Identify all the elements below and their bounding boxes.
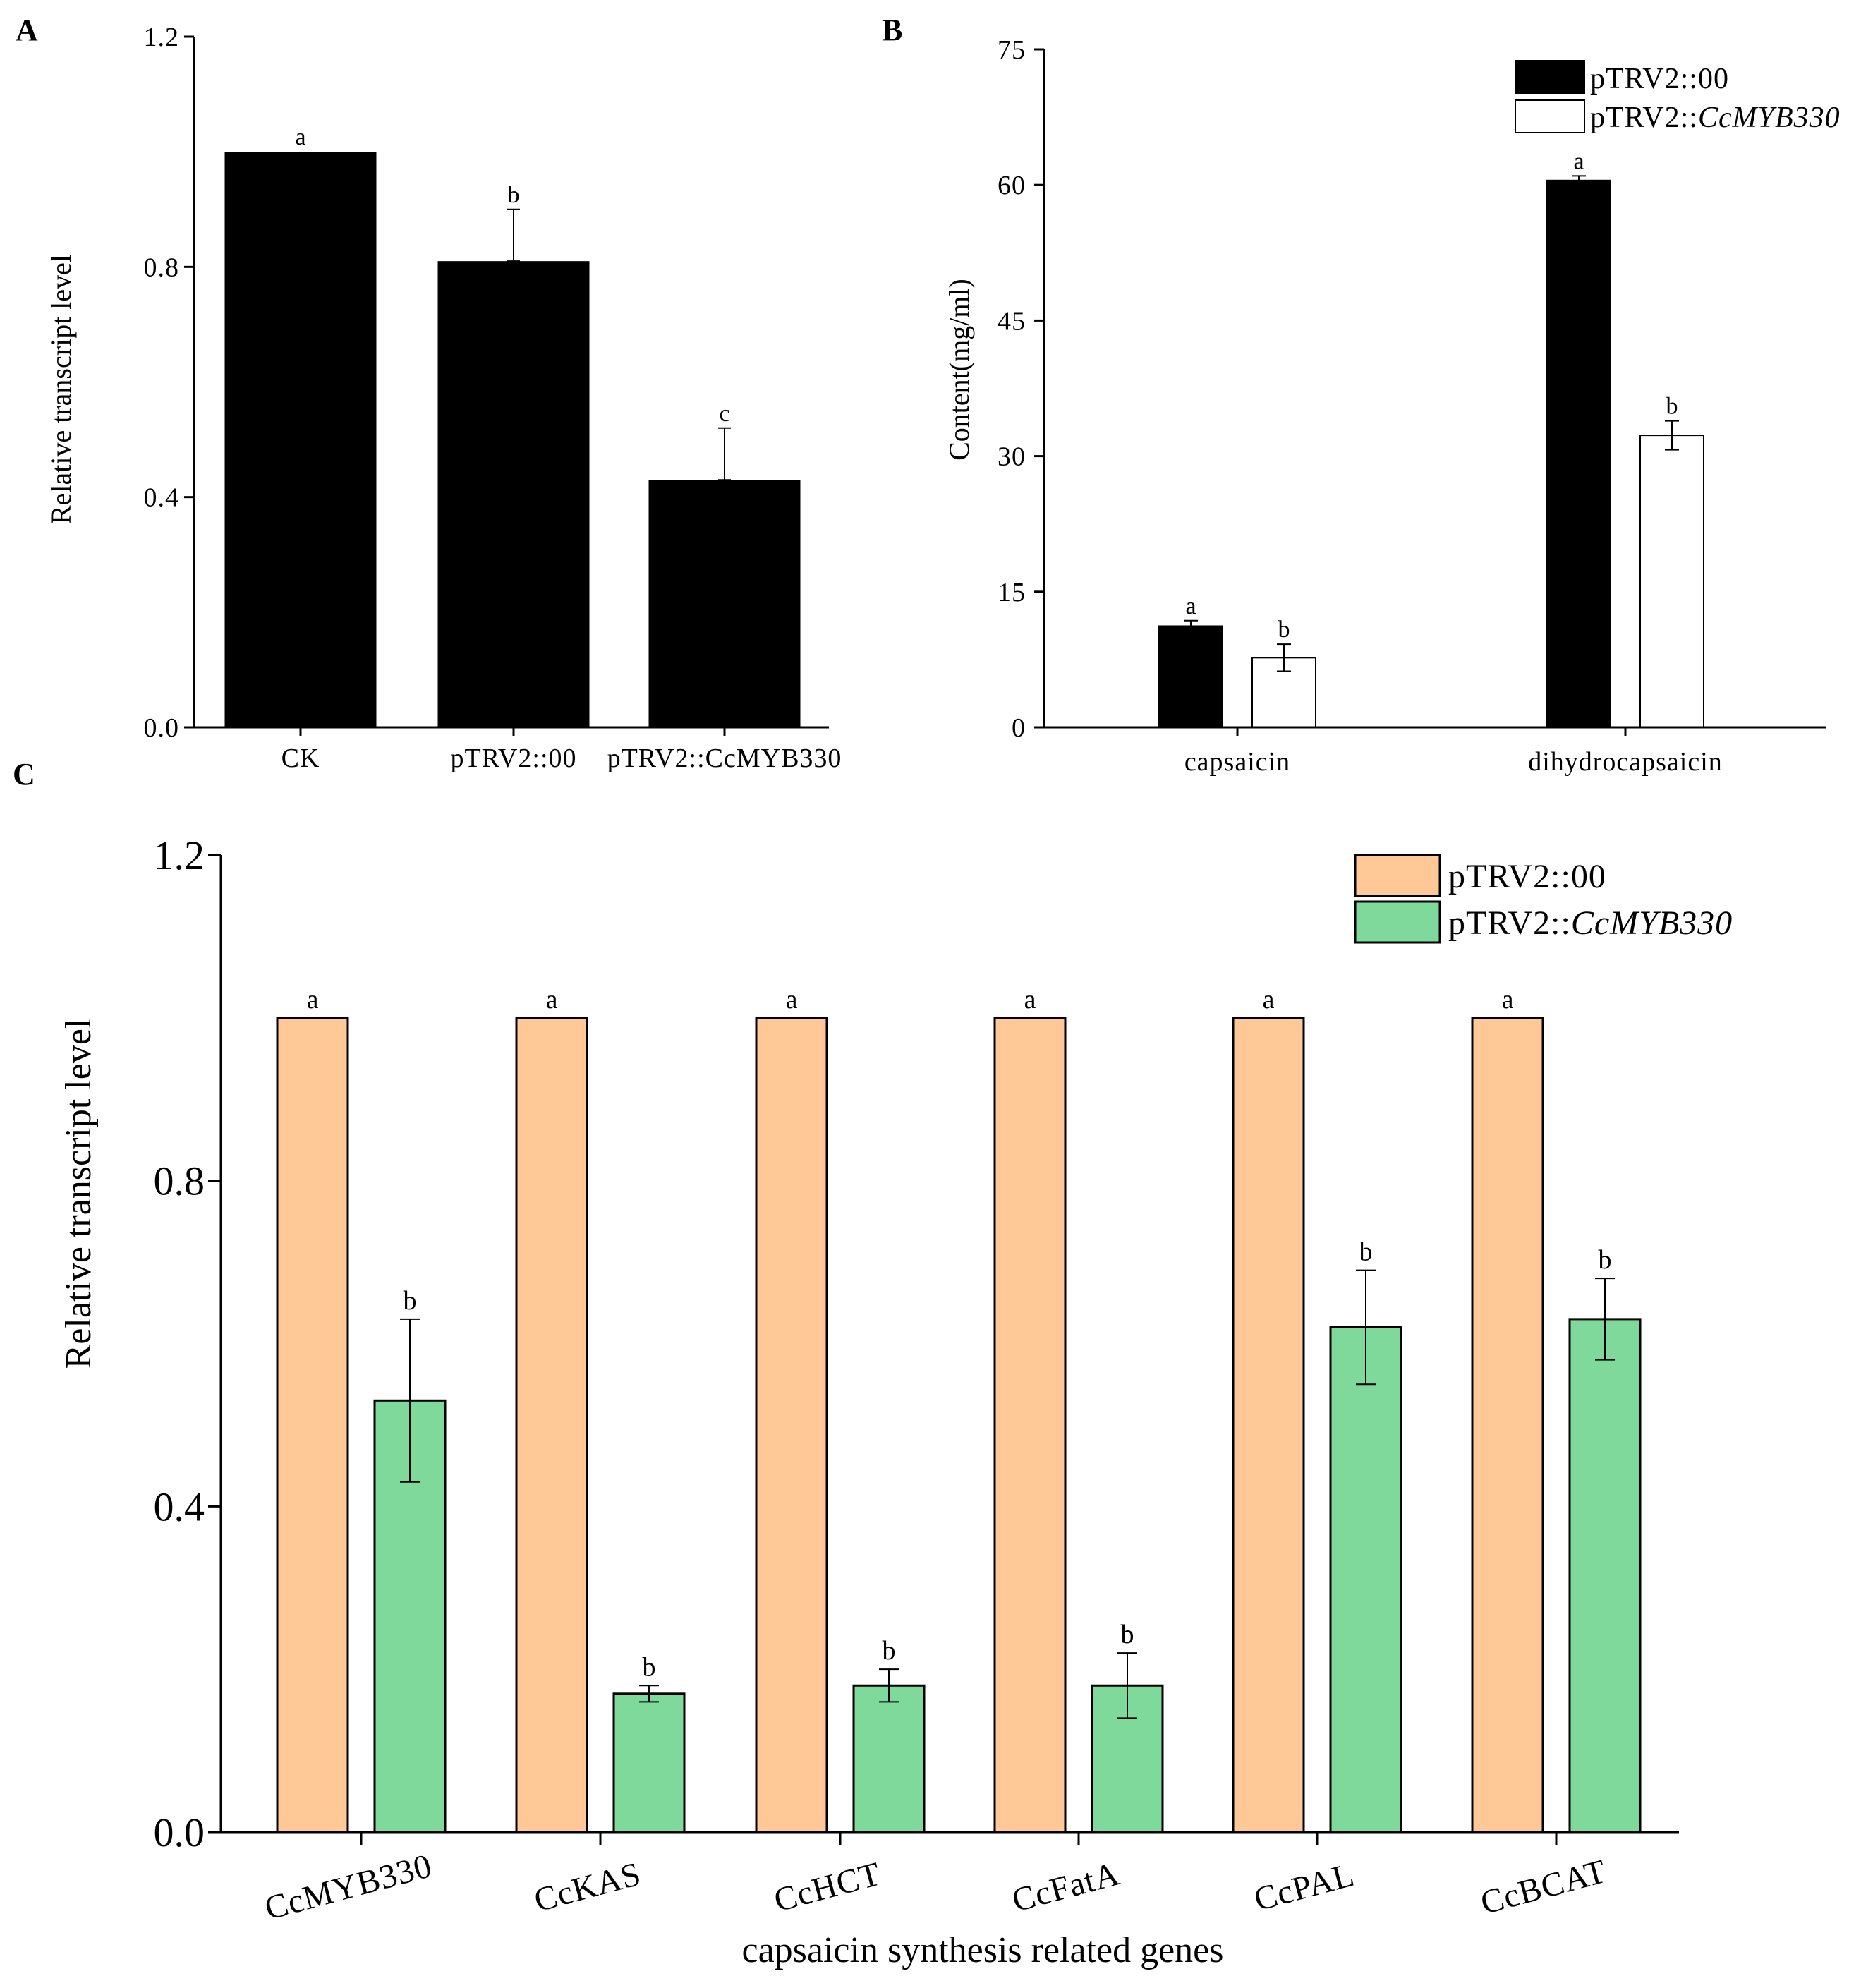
panel-c-y-tick-label: 1.2 <box>154 832 205 878</box>
panel-c-significance-letter: a <box>546 985 558 1014</box>
panel-c-legend-label-silenced: pTRV2::CcMYB330 <box>1448 904 1733 942</box>
panel-a-y-tick-label: 0.8 <box>144 253 180 282</box>
panel-c-significance-letter: a <box>307 985 319 1014</box>
panel-c-bar <box>612 1692 686 1834</box>
panel-a-x-tick-label: pTRV2::00 <box>450 744 576 773</box>
panel-c-bar <box>755 1017 828 1834</box>
panel-b-y-tick-label: 60 <box>998 171 1026 200</box>
panel-b-significance-letter: b <box>1666 394 1678 420</box>
panel-a-x-tick-label: pTRV2::CcMYB330 <box>607 744 842 773</box>
panel-b-y-axis-title: Content(mg/ml) <box>943 279 975 461</box>
panel-c-bar <box>515 1017 588 1834</box>
panel-c-legend: pTRV2::00 pTRV2::CcMYB330 <box>1354 854 1733 944</box>
panel-b-bar <box>1639 435 1704 728</box>
panel-b-significance-letter: b <box>1278 617 1290 643</box>
panel-b-y-tick-label: 45 <box>998 306 1026 336</box>
panel-b-legend-swatch-control <box>1515 60 1585 94</box>
panel-c-bar <box>1568 1318 1642 1834</box>
panel-c-chart: Relative transcript level capsaicin synt… <box>59 832 1733 1970</box>
panel-c-legend-label-prefix: pTRV2:: <box>1448 904 1571 942</box>
panel-c-x-axis-title: capsaicin synthesis related genes <box>742 1930 1224 1970</box>
panel-c-significance-letter: a <box>1502 985 1514 1014</box>
panel-c-legend-swatch-control <box>1354 854 1441 897</box>
panel-a-chart: Relative transcript level 0.0 0.4 0.8 1.2 a… <box>45 23 842 773</box>
panel-c-x-tick-label: CcHCT <box>770 1855 885 1919</box>
panel-b-y-tick-label: 30 <box>998 442 1026 472</box>
panel-a-y-tick-label: 1.2 <box>144 23 180 52</box>
panel-a-y-tick-label: 0.0 <box>144 713 180 743</box>
panel-c-significance-letter: a <box>1024 985 1036 1014</box>
panel-c-significance-letter: b <box>1359 1237 1373 1267</box>
panel-c-y-tick-label: 0.8 <box>154 1158 205 1204</box>
panel-a-bar <box>648 480 801 727</box>
panel-c-y-tick-label: 0.4 <box>154 1484 205 1529</box>
panel-a-bar <box>224 152 377 727</box>
panel-c-significance-letter: a <box>1263 985 1275 1014</box>
panel-letter-a: A <box>16 13 38 47</box>
panel-c-bar <box>1471 1017 1544 1834</box>
panel-a-bar <box>437 261 590 727</box>
panel-b-legend-label-gene: CcMYB330 <box>1698 102 1841 134</box>
panel-a-y-tick-label: 0.4 <box>144 483 180 513</box>
panel-b-significance-letter: a <box>1573 148 1584 174</box>
panel-c-significance-letter: b <box>883 1636 896 1666</box>
panel-c-x-tick-label: CcPAL <box>1250 1856 1358 1919</box>
panel-a-significance-letter: b <box>508 182 520 208</box>
panel-c-bar <box>852 1684 926 1834</box>
panel-b-chart: Content(mg/ml) 0 15 30 45 60 75 a b capsaicin a b… <box>943 35 1841 777</box>
panel-b-y-tick-label: 0 <box>1012 713 1026 743</box>
panel-b-x-tick-label: dihydrocapsaicin <box>1528 747 1723 777</box>
panel-a-significance-letter: a <box>295 124 305 150</box>
panel-c-significance-letter: b <box>404 1286 417 1316</box>
panel-b-bar <box>1546 179 1611 728</box>
panel-b-legend-label-prefix: pTRV2:: <box>1590 102 1698 134</box>
panel-b-legend: pTRV2::00 pTRV2::CcMYB330 <box>1515 60 1841 134</box>
panel-c-significance-letter: b <box>1121 1620 1134 1649</box>
panel-a-significance-letter: c <box>719 401 729 427</box>
panel-c-bar <box>1232 1017 1305 1834</box>
panel-c-legend-swatch-silenced <box>1354 900 1441 944</box>
panel-c-x-tick-label: CcKAS <box>531 1855 645 1919</box>
panel-c-legend-label-gene: CcMYB330 <box>1571 904 1733 942</box>
panel-b-significance-letter: a <box>1185 593 1196 619</box>
panel-b-x-tick-label: capsaicin <box>1184 747 1290 777</box>
panel-c-significance-letter: b <box>643 1652 656 1682</box>
panel-c-x-tick-label: CcMYB330 <box>261 1847 436 1927</box>
panel-c-significance-letter: a <box>786 985 798 1014</box>
panel-b-legend-swatch-silenced <box>1515 99 1585 133</box>
panel-b-legend-label-silenced: pTRV2::CcMYB330 <box>1590 102 1841 134</box>
panel-a-x-tick-label: CK <box>281 744 320 773</box>
panel-c-x-tick-label: CcBCAT <box>1477 1853 1611 1922</box>
panel-a-y-axis-title: Relative transcript level <box>45 255 77 524</box>
panel-c-y-axis-title: Relative transcript level <box>59 1019 99 1369</box>
panel-b-y-tick-label: 75 <box>998 35 1026 65</box>
panel-c-x-tick-label: CcFatA <box>1008 1855 1124 1919</box>
panel-b-legend-label-control: pTRV2::00 <box>1590 63 1729 95</box>
panel-letter-b: B <box>882 13 902 47</box>
panel-b-bar <box>1158 625 1223 728</box>
panel-c-significance-letter: b <box>1599 1245 1612 1275</box>
panel-c-bar <box>276 1017 349 1834</box>
panel-c-y-tick-label: 0.0 <box>154 1810 205 1855</box>
panel-letter-c: C <box>13 757 35 792</box>
panel-c-legend-label-control: pTRV2::00 <box>1448 858 1606 895</box>
panel-b-y-tick-label: 15 <box>998 578 1026 607</box>
panel-c-bar <box>993 1017 1067 1834</box>
panel-c-bar <box>1329 1326 1402 1834</box>
